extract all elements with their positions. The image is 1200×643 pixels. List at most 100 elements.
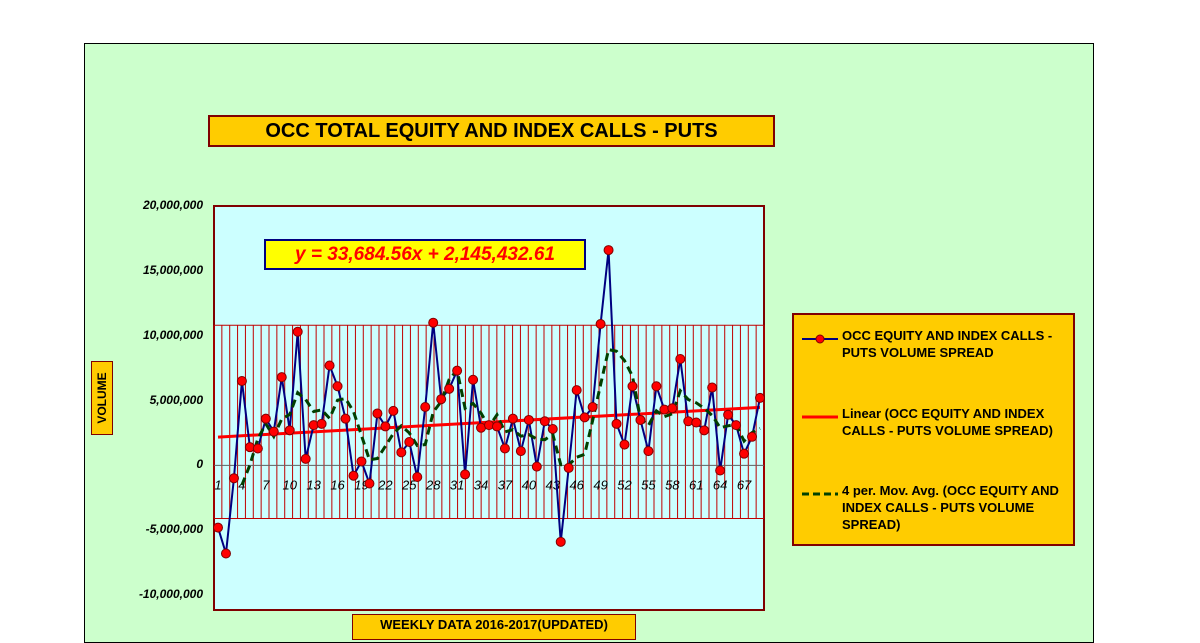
data-point: [444, 383, 455, 394]
chart-title: OCC TOTAL EQUITY AND INDEX CALLS - PUTS: [208, 115, 775, 147]
data-point: [619, 439, 630, 450]
grid-lines: [213, 324, 765, 519]
data-point: [452, 365, 463, 376]
x-tick-label: 34: [474, 477, 488, 492]
moving-average-line: [240, 347, 761, 486]
x-tick-label: 55: [641, 477, 656, 492]
x-tick-label: 61: [689, 477, 703, 492]
data-point: [324, 360, 335, 371]
data-point: [515, 446, 526, 457]
data-point: [563, 462, 574, 473]
data-point: [523, 414, 534, 425]
data-point: [603, 245, 614, 256]
legend-linear-symbol: [802, 415, 838, 419]
x-tick-label: 43: [546, 477, 561, 492]
data-point: [380, 421, 391, 432]
data-point: [731, 420, 742, 431]
x-tick-label: 16: [330, 477, 345, 492]
legend-series-symbol: [802, 334, 838, 344]
data-point: [388, 405, 399, 416]
x-tick-label: 1: [214, 477, 221, 492]
x-tick-label: 46: [569, 477, 584, 492]
x-tick-label: 10: [283, 477, 298, 492]
x-tick-label: 7: [262, 477, 270, 492]
data-point: [651, 381, 662, 392]
data-point: [555, 536, 566, 547]
data-point: [252, 443, 263, 454]
data-point: [531, 461, 542, 472]
x-tick-label: 40: [522, 477, 537, 492]
data-point: [643, 446, 654, 457]
data-point: [292, 326, 303, 337]
data-point: [412, 472, 423, 483]
data-point: [268, 426, 279, 437]
data-point: [595, 318, 606, 329]
trend-equation: y = 33,684.56x + 2,145,432.61: [264, 239, 586, 270]
data-point: [332, 381, 343, 392]
data-point: [468, 374, 479, 385]
data-point: [356, 456, 367, 467]
data-point: [236, 376, 247, 387]
data-point: [460, 469, 471, 480]
plot-svg: 1 4 7 10 13 16 19 22 25 28 31 34 37 40 43 46 49 52 55 58 61 6…: [213, 205, 765, 611]
x-tick-label: 31: [450, 477, 464, 492]
x-tick-label: 67: [737, 477, 752, 492]
legend-linear-label: Linear (OCC EQUITY AND INDEX CALLS - PUT…: [842, 406, 1053, 438]
data-point: [213, 522, 223, 533]
legend-series-label: OCC EQUITY AND INDEX CALLS - PUTS VOLUME…: [842, 328, 1053, 360]
x-tick-label: 58: [665, 477, 680, 492]
data-point: [284, 425, 295, 436]
legend: OCC EQUITY AND INDEX CALLS - PUTS VOLUME…: [792, 313, 1075, 546]
data-point: [547, 424, 558, 435]
data-point: [715, 465, 726, 476]
data-point: [587, 401, 598, 412]
y-tick-label: -5,000,000: [145, 522, 203, 537]
data-point: [348, 470, 359, 481]
x-tick-label: 22: [377, 477, 393, 492]
data-point: [499, 443, 510, 454]
x-axis-ticks: 1 4 7 10 13 16 19 22 25 28 31 34 37 40 43 46 49 52 55 58 61 6…: [214, 477, 752, 492]
data-point: [428, 317, 439, 328]
data-point: [571, 385, 582, 396]
legend-moving-average-symbol: [802, 492, 838, 496]
data-point: [707, 382, 718, 393]
data-point: [635, 414, 646, 425]
data-point: [228, 473, 239, 484]
x-tick-label: 52: [617, 477, 632, 492]
series-markers: [213, 245, 765, 559]
y-tick-label: 20,000,000: [142, 198, 203, 212]
data-point: [747, 431, 758, 442]
data-point: [691, 417, 702, 428]
data-point: [539, 416, 550, 427]
x-tick-label: 64: [713, 477, 727, 492]
data-point: [611, 418, 622, 429]
y-axis-label-box: VOLUME: [91, 361, 113, 435]
data-point: [300, 453, 311, 464]
data-point: [396, 447, 407, 458]
data-point: [507, 413, 518, 424]
y-tick-label: 15,000,000: [142, 262, 203, 277]
data-point: [436, 394, 447, 405]
data-point: [316, 418, 327, 429]
data-point: [420, 401, 431, 412]
x-tick-label: 28: [425, 477, 441, 492]
y-tick-label: 5,000,000: [149, 392, 203, 407]
x-axis-label: WEEKLY DATA 2016-2017(UPDATED): [352, 614, 636, 640]
data-point: [340, 413, 351, 424]
data-point: [627, 381, 638, 392]
legend-moving-average-label: 4 per. Mov. Avg. (OCC EQUITY AND INDEX C…: [842, 483, 1059, 532]
data-point: [667, 403, 678, 414]
y-tick-label: 10,000,000: [142, 327, 203, 342]
x-tick-label: 49: [593, 477, 607, 492]
data-point: [579, 412, 590, 423]
data-point: [404, 436, 415, 447]
data-point: [723, 409, 734, 420]
data-point: [755, 392, 765, 403]
data-point: [276, 372, 287, 383]
x-tick-label: 37: [498, 477, 513, 492]
x-tick-label: 25: [401, 477, 417, 492]
data-point: [364, 478, 375, 489]
y-tick-label: 0: [196, 457, 203, 472]
data-point: [491, 421, 502, 432]
data-point: [699, 425, 710, 436]
